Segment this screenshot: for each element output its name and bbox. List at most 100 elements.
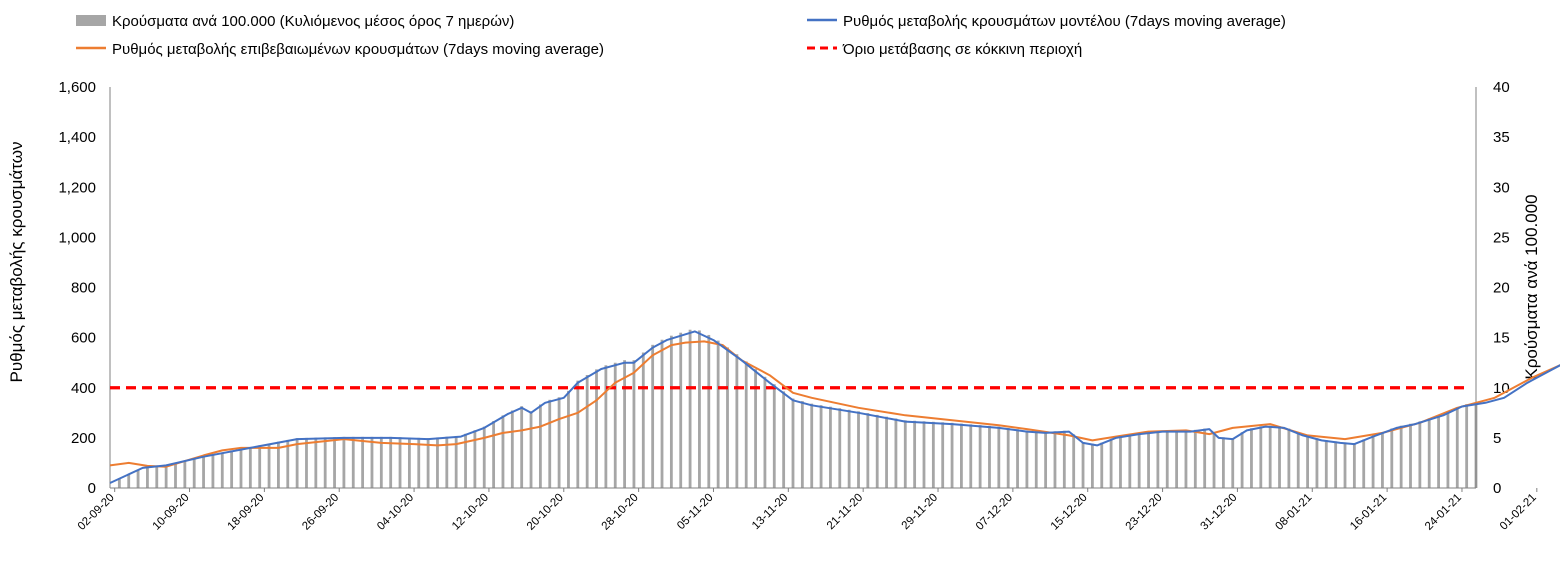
case-bar <box>407 437 411 488</box>
case-bar <box>960 423 963 488</box>
x-tick-label: 02-09-20 <box>76 492 117 533</box>
case-bar <box>838 408 842 488</box>
case-bar <box>1016 429 1019 488</box>
case-bar <box>548 399 552 488</box>
x-tick-label: 01-02-21 <box>1498 492 1539 533</box>
case-bar <box>1109 438 1113 488</box>
left-axis-title: Ρυθμός μεταβολής κρουσμάτων <box>7 142 26 383</box>
case-bar <box>969 424 973 488</box>
case-bar <box>857 411 860 488</box>
case-bar <box>754 369 757 488</box>
x-tick-label: 12-10-20 <box>450 492 491 533</box>
case-bar <box>258 445 262 488</box>
case-bar <box>1352 443 1356 488</box>
x-tick-label: 29-11-20 <box>900 492 940 532</box>
case-bar <box>1362 439 1366 488</box>
case-bar <box>1184 430 1188 488</box>
case-bar <box>183 460 187 488</box>
case-bar <box>1315 438 1319 488</box>
case-bar <box>295 438 299 488</box>
legend-model-label: Ρυθμός μεταβολής κρουσμάτων μοντέλου (7d… <box>843 13 1286 30</box>
left-tick-label: 1,000 <box>58 229 96 246</box>
x-tick-label: 08-01-21 <box>1273 492 1314 533</box>
axes <box>109 87 1477 489</box>
left-tick-label: 600 <box>71 330 96 347</box>
case-bar <box>1203 428 1207 488</box>
case-bar <box>1128 434 1132 488</box>
case-bar <box>277 441 280 488</box>
case-bar <box>669 335 673 488</box>
case-bar <box>1090 443 1094 488</box>
x-tick-label: 13-11-20 <box>750 492 790 532</box>
case-bar <box>1418 421 1422 488</box>
case-bar <box>220 452 224 488</box>
case-bar <box>146 467 149 488</box>
right-tick-label: 0 <box>1493 480 1501 497</box>
case-bar <box>239 448 243 488</box>
case-bar <box>1409 423 1412 488</box>
case-bar <box>445 436 449 488</box>
right-tick-label: 5 <box>1493 430 1501 447</box>
case-bar <box>782 391 786 488</box>
legend-bars-label: Κρούσματα ανά 100.000 (Κυλιόμενος μέσος … <box>112 13 514 30</box>
case-bar <box>379 436 383 488</box>
case-bar <box>529 411 533 488</box>
right-tick-label: 40 <box>1493 79 1510 96</box>
case-bar <box>567 390 570 488</box>
case-bar <box>744 361 748 488</box>
case-bar <box>623 360 626 488</box>
x-tick-label: 24-01-21 <box>1423 492 1464 533</box>
case-bar <box>1455 407 1459 488</box>
case-bar <box>1156 430 1160 488</box>
case-bar <box>679 332 683 488</box>
x-tick-label: 20-10-20 <box>525 492 566 533</box>
case-bar <box>155 466 159 488</box>
x-tick-label: 18-09-20 <box>225 492 266 533</box>
x-tick-label: 10-09-20 <box>151 492 192 533</box>
case-bar <box>1334 441 1338 488</box>
case-bar <box>922 421 926 488</box>
case-bar <box>800 401 804 488</box>
case-bar <box>398 437 402 488</box>
right-tick-label: 30 <box>1493 179 1510 196</box>
case-bar <box>576 380 580 488</box>
case-bar <box>305 437 308 488</box>
left-tick-label: 1,200 <box>58 179 96 196</box>
case-bar <box>211 454 215 488</box>
case-bar <box>847 409 851 488</box>
case-bar <box>941 422 945 488</box>
case-bar <box>1081 441 1085 488</box>
case-bar <box>1390 428 1394 488</box>
case-bar <box>772 384 776 488</box>
left-tick-label: 1,400 <box>58 129 96 146</box>
case-bar <box>978 425 982 488</box>
case-bar <box>464 433 467 488</box>
x-tick-label: 23-12-20 <box>1124 492 1165 533</box>
case-bar <box>286 439 290 488</box>
case-bar <box>1306 435 1309 488</box>
case-bar <box>810 403 814 488</box>
left-tick-label: 0 <box>88 480 96 497</box>
case-bar <box>1034 431 1038 488</box>
case-bar <box>1399 425 1403 488</box>
x-tick-label: 16-01-21 <box>1348 492 1389 533</box>
case-bar <box>913 420 917 488</box>
case-bar <box>707 334 711 488</box>
case-bar <box>866 413 870 488</box>
x-tick-label: 31-12-20 <box>1198 492 1239 533</box>
case-bar <box>1119 436 1122 488</box>
case-bar <box>604 365 608 488</box>
case-bar <box>1175 430 1179 488</box>
right-axis-title: Κρούσματα ανά 100.000 <box>1522 194 1541 379</box>
case-bar <box>1100 442 1104 488</box>
right-tick-label: 20 <box>1493 280 1510 297</box>
case-bar <box>735 354 739 488</box>
case-bar <box>595 369 598 488</box>
right-tick-label: 25 <box>1493 229 1510 246</box>
case-bar <box>1137 433 1141 488</box>
case-bar <box>763 376 767 488</box>
case-bar <box>1371 435 1375 488</box>
x-tick-label: 04-10-20 <box>375 492 416 533</box>
case-bar <box>716 340 720 488</box>
